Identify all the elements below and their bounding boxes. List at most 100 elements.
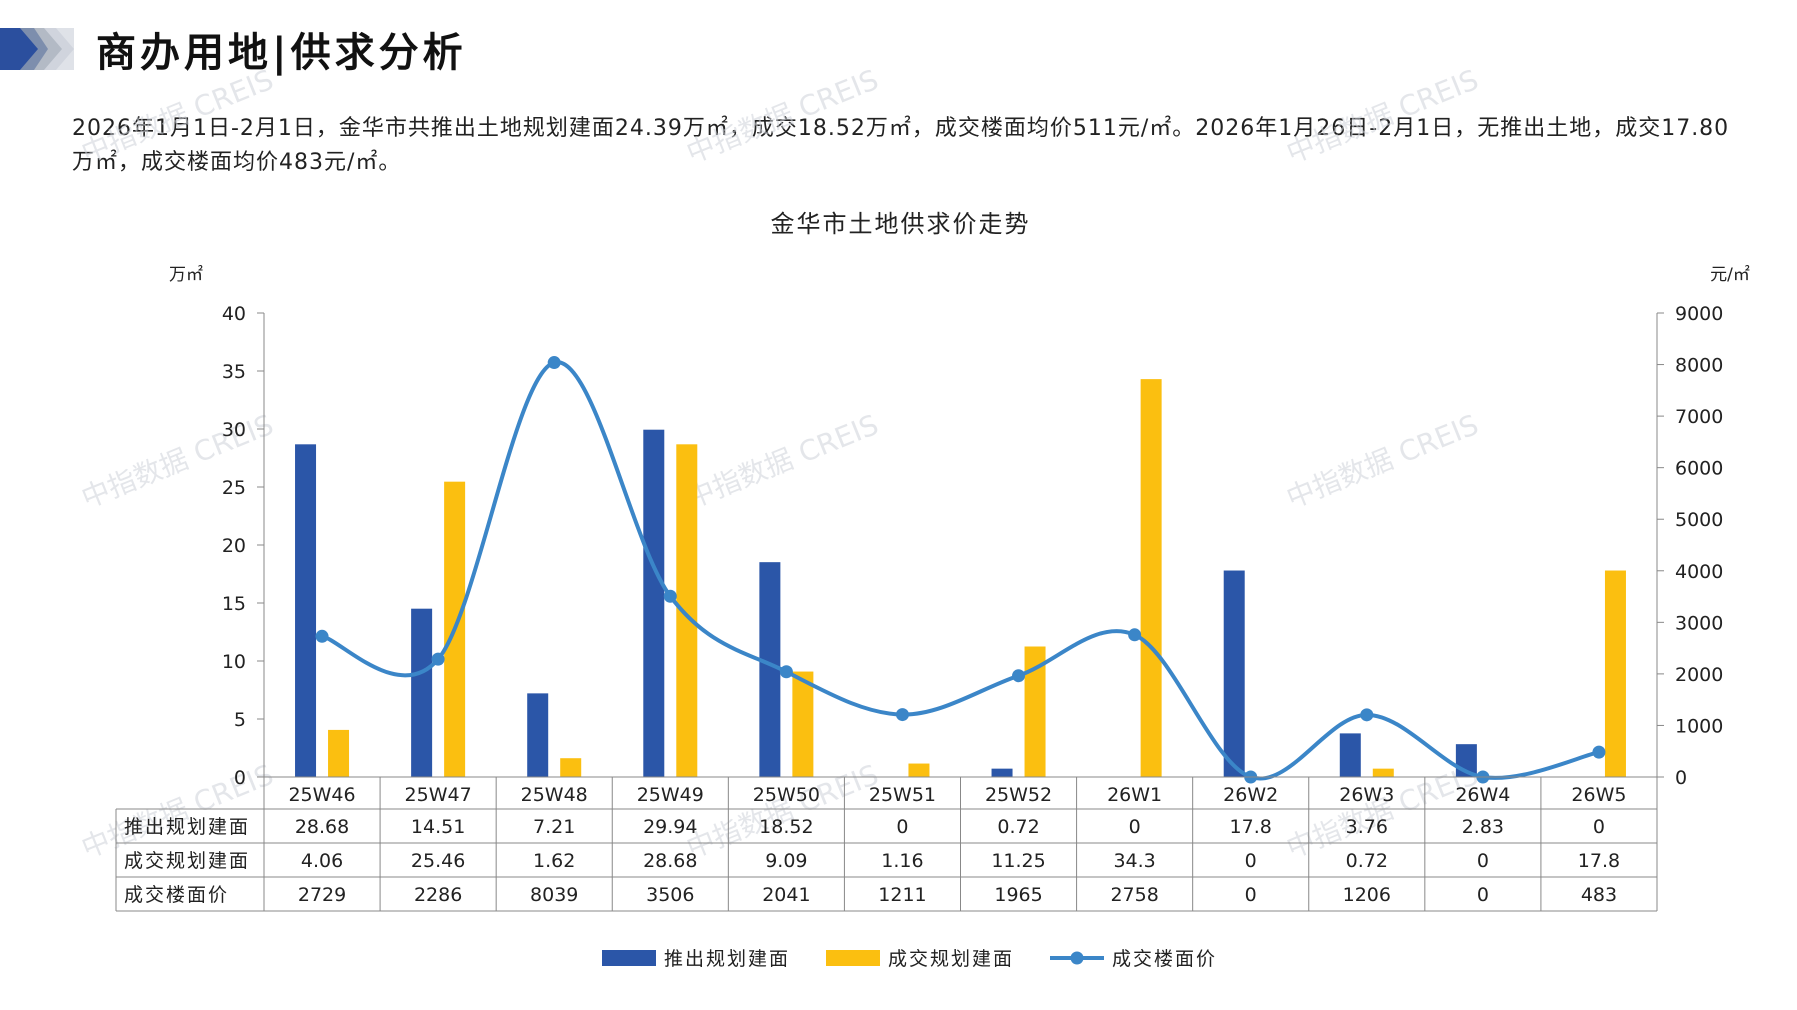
x-tick-label: 26W1 — [1107, 784, 1162, 806]
x-tick-label: 25W51 — [869, 784, 936, 806]
right-axis-unit: 元/㎡ — [1710, 265, 1750, 285]
legend-deal-swatch — [826, 950, 880, 966]
supply-bar — [295, 444, 317, 777]
header: 商办用地|供求分析 — [0, 0, 1797, 100]
deal-value: 0.72 — [1346, 850, 1388, 872]
right-tick-label: 9000 — [1675, 303, 1723, 325]
price-point — [779, 665, 793, 679]
legend-supply-swatch — [602, 950, 656, 966]
price-value: 0 — [1477, 884, 1489, 906]
supply-value: 3.76 — [1346, 816, 1388, 838]
x-tick-label: 25W47 — [405, 784, 472, 806]
right-tick-label: 5000 — [1675, 509, 1723, 531]
supply-bar — [643, 429, 665, 777]
deal-bar — [1604, 570, 1626, 777]
x-tick-label: 26W4 — [1455, 784, 1510, 806]
logo-icon — [0, 28, 74, 70]
price-value: 8039 — [530, 884, 578, 906]
x-tick-label: 26W2 — [1223, 784, 1278, 806]
deal-value: 1.16 — [881, 850, 923, 872]
deal-bar — [792, 671, 814, 777]
price-value: 1206 — [1343, 884, 1391, 906]
legend-price-point — [1070, 951, 1084, 965]
left-tick-label: 35 — [222, 361, 246, 383]
chart-title: 金华市土地供求价走势 — [771, 210, 1031, 238]
x-tick-label: 25W52 — [985, 784, 1052, 806]
x-tick-label: 25W49 — [637, 784, 704, 806]
supply-value: 0 — [1593, 816, 1605, 838]
supply-bar — [991, 768, 1013, 777]
deal-bar — [1140, 379, 1162, 777]
left-tick-label: 25 — [222, 477, 246, 499]
supply-value: 0 — [896, 816, 908, 838]
x-tick-label: 25W50 — [753, 784, 820, 806]
deal-bar — [908, 763, 930, 777]
price-value: 3506 — [646, 884, 694, 906]
price-point — [895, 708, 909, 722]
price-value: 0 — [1245, 884, 1257, 906]
left-tick-label: 0 — [234, 767, 246, 789]
price-point — [663, 589, 677, 603]
x-tick-label: 26W5 — [1571, 784, 1626, 806]
legend-price-label: 成交楼面价 — [1112, 948, 1217, 970]
price-point — [315, 629, 329, 643]
right-tick-label: 1000 — [1675, 715, 1723, 737]
left-tick-label: 40 — [222, 303, 246, 325]
page-title: 商办用地|供求分析 — [96, 30, 467, 76]
deal-bar — [328, 729, 350, 777]
supply-value: 2.83 — [1462, 816, 1504, 838]
left-tick-label: 10 — [222, 651, 246, 673]
deal-value: 0 — [1477, 850, 1489, 872]
right-tick-label: 4000 — [1675, 561, 1723, 583]
deal-value: 25.46 — [411, 850, 465, 872]
right-tick-label: 8000 — [1675, 355, 1723, 377]
deal-bar — [560, 758, 582, 777]
table-row-header: 推出规划建面 — [124, 816, 250, 838]
price-value: 2758 — [1110, 884, 1158, 906]
price-point — [1128, 628, 1142, 642]
legend-deal-label: 成交规划建面 — [888, 948, 1014, 970]
deal-value: 1.62 — [533, 850, 575, 872]
supply-bar — [1223, 570, 1245, 777]
x-tick-label: 26W3 — [1339, 784, 1394, 806]
x-tick-label: 25W48 — [521, 784, 588, 806]
price-point — [431, 652, 445, 666]
supply-bar — [759, 562, 781, 777]
price-point — [1592, 745, 1606, 759]
supply-value: 17.8 — [1230, 816, 1272, 838]
supply-value: 7.21 — [533, 816, 575, 838]
deal-value: 4.06 — [301, 850, 343, 872]
price-line — [321, 360, 1600, 781]
right-tick-label: 6000 — [1675, 458, 1723, 480]
deal-value: 0 — [1245, 850, 1257, 872]
left-tick-label: 30 — [222, 419, 246, 441]
table-row-header: 成交楼面价 — [124, 884, 229, 906]
deal-bar — [1024, 646, 1046, 777]
price-value: 2286 — [414, 884, 462, 906]
price-point — [1012, 669, 1026, 683]
left-tick-label: 15 — [222, 593, 246, 615]
supply-value: 29.94 — [643, 816, 697, 838]
deal-value: 17.8 — [1578, 850, 1620, 872]
price-value: 2729 — [298, 884, 346, 906]
supply-value: 0.72 — [997, 816, 1039, 838]
right-tick-label: 7000 — [1675, 406, 1723, 428]
right-tick-label: 2000 — [1675, 664, 1723, 686]
price-point — [1360, 708, 1374, 722]
price-value: 1965 — [994, 884, 1042, 906]
supply-value: 0 — [1129, 816, 1141, 838]
deal-value: 34.3 — [1113, 850, 1155, 872]
right-tick-label: 0 — [1675, 767, 1687, 789]
left-tick-label: 5 — [234, 709, 246, 731]
x-tick-label: 25W46 — [288, 784, 355, 806]
supply-bar — [411, 608, 433, 777]
price-value: 483 — [1581, 884, 1617, 906]
deal-value: 11.25 — [991, 850, 1045, 872]
left-axis-unit: 万㎡ — [169, 265, 203, 285]
supply-value: 18.52 — [759, 816, 813, 838]
summary-text: 2026年1月1日-2月1日，金华市共推出土地规划建面24.39万㎡，成交18.… — [72, 116, 1730, 175]
table-row-header: 成交规划建面 — [124, 850, 250, 872]
deal-bar — [676, 444, 698, 777]
right-tick-label: 3000 — [1675, 612, 1723, 634]
